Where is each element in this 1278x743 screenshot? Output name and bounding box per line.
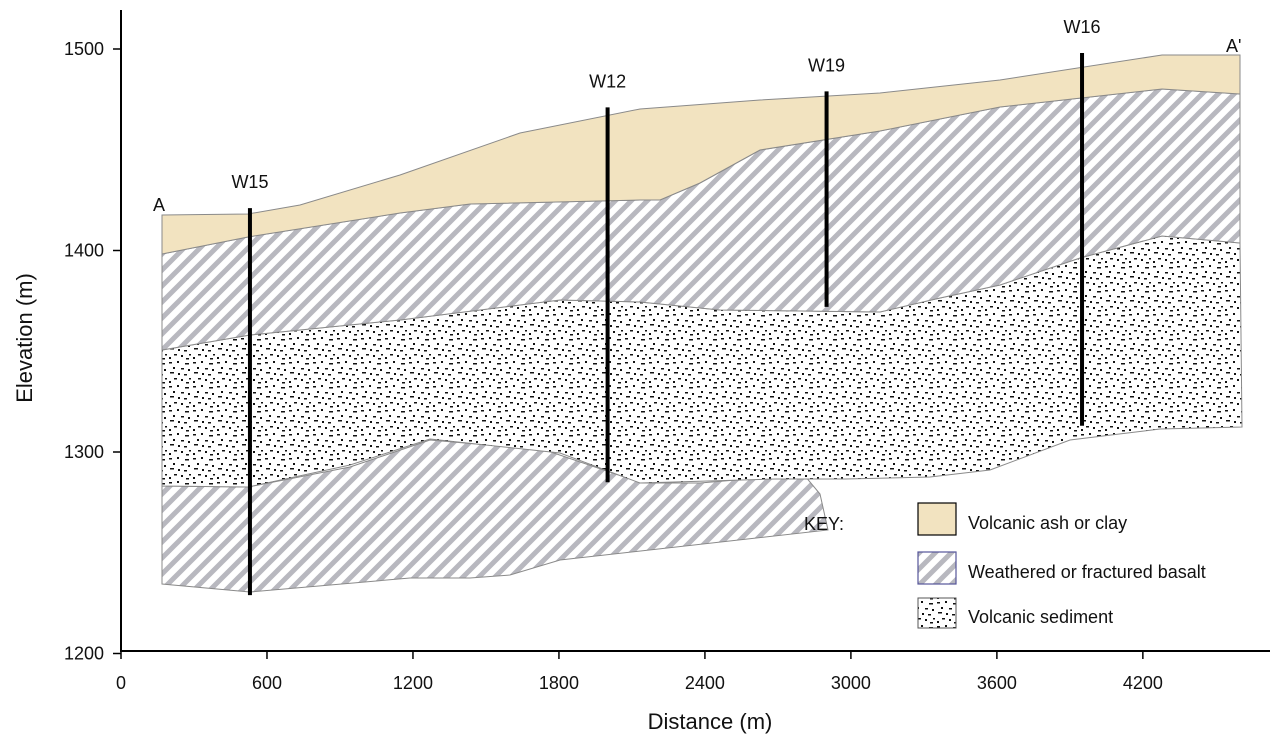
x-tick-label: 4200 xyxy=(1123,673,1163,693)
legend-label-ash: Volcanic ash or clay xyxy=(968,513,1127,533)
well-label-w19: W19 xyxy=(808,55,845,75)
x-tick-label: 1200 xyxy=(393,673,433,693)
section-end-label: A' xyxy=(1226,36,1241,56)
well-label-w12: W12 xyxy=(589,71,626,91)
y-tick-label: 1500 xyxy=(64,39,104,59)
lower-basalt-layer xyxy=(161,439,829,593)
y-tick-label: 1400 xyxy=(64,241,104,261)
volcanic-ash-layer xyxy=(161,54,1241,255)
legend-title: KEY: xyxy=(804,514,844,534)
ash-swatch xyxy=(917,502,957,536)
wells: W15 W12 W19 W16 xyxy=(231,17,1101,596)
well-label-w15: W15 xyxy=(231,172,268,192)
x-axis-label: Distance (m) xyxy=(648,709,773,734)
well-label-w16: W16 xyxy=(1064,17,1101,37)
legend-item-basalt: Weathered or fractured basalt xyxy=(917,551,1206,585)
section-start-label: A xyxy=(153,195,165,215)
x-tick-label: 2400 xyxy=(685,673,725,693)
legend: KEY: Volcanic ash or clay Weathered or f… xyxy=(804,502,1206,629)
basalt-swatch xyxy=(917,551,957,585)
y-axis-label: Elevation (m) xyxy=(12,273,37,403)
x-tick-label: 3600 xyxy=(977,673,1017,693)
y-tick-label: 1200 xyxy=(64,644,104,664)
legend-item-sediment: Volcanic sediment xyxy=(917,597,1113,629)
legend-label-sediment: Volcanic sediment xyxy=(968,607,1113,627)
x-tick-label: 1800 xyxy=(539,673,579,693)
legend-label-basalt: Weathered or fractured basalt xyxy=(968,562,1206,582)
y-tick-label: 1300 xyxy=(64,442,104,462)
x-tick-label: 600 xyxy=(252,673,282,693)
y-axis-ticks: 1500 1400 1300 1200 xyxy=(64,39,121,664)
axes: 0 600 1200 1800 2400 3000 3600 4200 1500 1400 130… xyxy=(12,10,1270,734)
sediment-swatch xyxy=(917,597,957,629)
x-axis-ticks: 0 600 1200 1800 2400 3000 3600 4200 xyxy=(116,651,1163,693)
x-tick-label: 0 xyxy=(116,673,126,693)
legend-item-ash: Volcanic ash or clay xyxy=(917,502,1127,536)
geologic-layers xyxy=(161,54,1243,593)
x-tick-label: 3000 xyxy=(831,673,871,693)
